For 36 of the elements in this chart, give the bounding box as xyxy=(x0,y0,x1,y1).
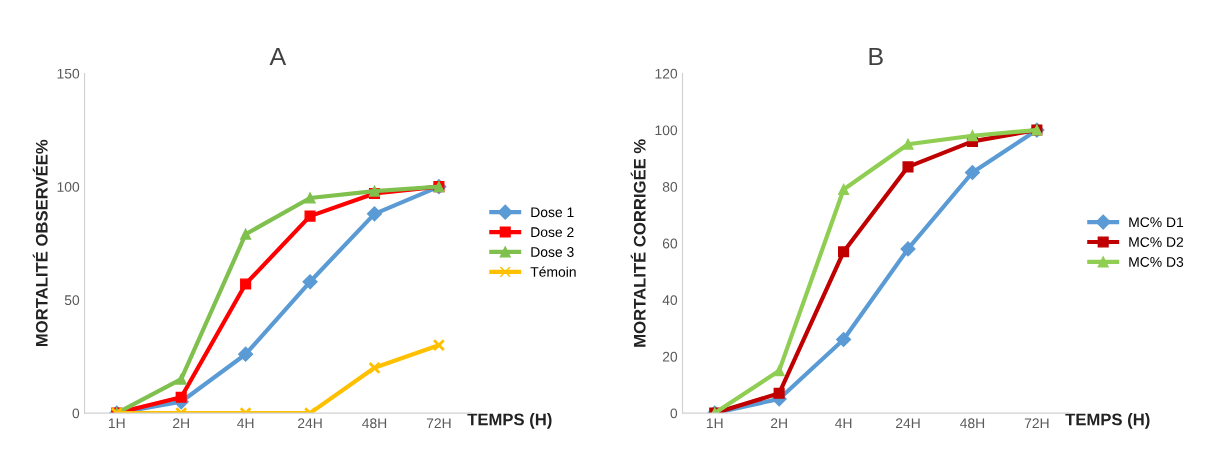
legend-label: Dose 3 xyxy=(531,247,574,257)
x-axis-title: TEMPS (H) xyxy=(1065,413,1150,429)
legend-label: MC% D1 xyxy=(1129,217,1184,228)
x-tick-label: 1H xyxy=(706,418,723,429)
x-tick-label: 1H xyxy=(108,418,125,429)
x-tick-label: 72H xyxy=(1024,418,1049,429)
y-tick-label: 100 xyxy=(655,125,678,136)
y-axis-title: MORTALITÉ CORRIGÉE % xyxy=(630,139,646,347)
legend-label: MC% D3 xyxy=(1129,257,1184,267)
y-tick-label: 120 xyxy=(655,68,678,79)
y-tick-label: 80 xyxy=(662,181,678,192)
x-tick-label: 2H xyxy=(173,418,189,429)
x-tick-label: 4H xyxy=(835,418,852,429)
x-axis-title: TEMPS (H) xyxy=(467,413,552,429)
y-tick-label: 40 xyxy=(662,295,678,306)
y-tick-label: 0 xyxy=(670,408,678,419)
y-axis-title: MORTALITÉ OBSERVÉE% xyxy=(32,139,48,347)
legend-label: Témoin xyxy=(530,266,576,277)
y-tick-label: 60 xyxy=(662,238,678,249)
x-tick-label: 48H xyxy=(362,418,387,429)
x-tick-label: 48H xyxy=(960,418,985,429)
y-tick-label: 100 xyxy=(57,181,80,192)
legend-label: Dose 1 xyxy=(531,207,574,218)
legend-label: MC% D2 xyxy=(1129,237,1184,247)
chart-title: A xyxy=(269,47,287,66)
y-tick-label: 20 xyxy=(662,351,678,362)
y-tick-label: 50 xyxy=(64,295,80,306)
legend-label: Dose 2 xyxy=(531,227,574,238)
y-tick-label: 0 xyxy=(72,408,80,419)
x-tick-label: 4H xyxy=(237,418,254,429)
x-tick-label: 2H xyxy=(770,418,787,429)
chart-title: B xyxy=(869,47,883,66)
x-tick-label: 24H xyxy=(895,418,920,429)
x-tick-label: 24H xyxy=(298,418,322,429)
x-tick-label: 72H xyxy=(426,418,451,429)
y-tick-label: 150 xyxy=(57,68,80,79)
